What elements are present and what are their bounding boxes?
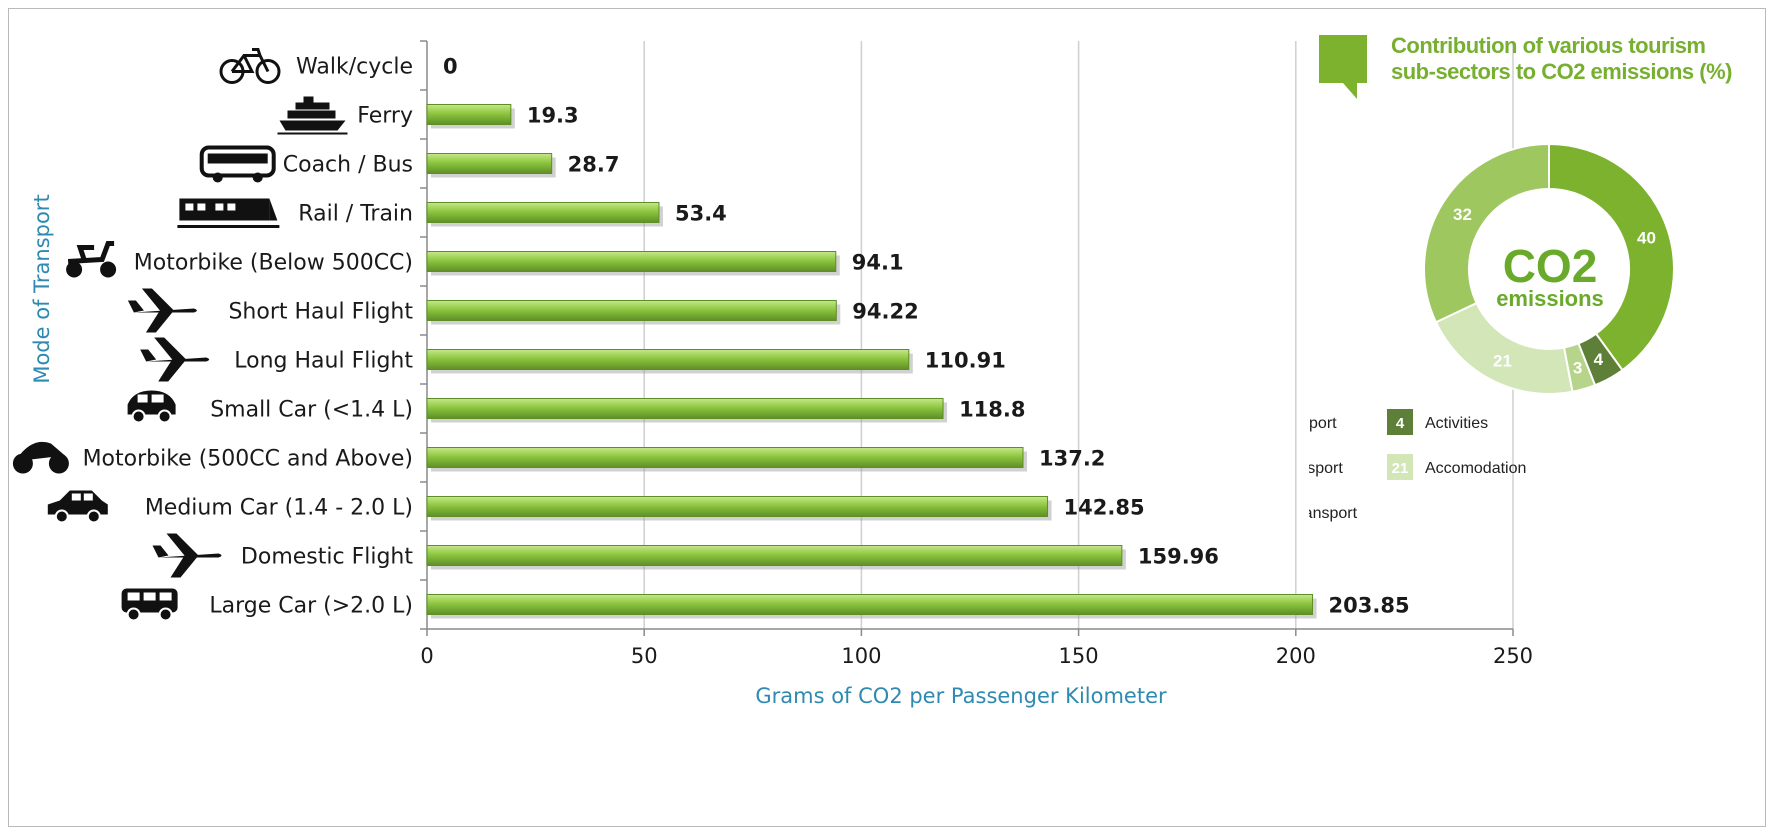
- donut-title-line-1: Contribution of various tourism: [1391, 33, 1706, 58]
- train-icon: [175, 197, 281, 228]
- ferry-icon: [276, 95, 349, 135]
- value-label: 28.7: [568, 153, 620, 177]
- motorbike-icon: [12, 441, 69, 474]
- suv-icon: [120, 587, 179, 622]
- bicycle-icon: [219, 48, 281, 84]
- legend-label: Accomodation: [1425, 460, 1526, 477]
- x-tick-label: 100: [841, 644, 881, 668]
- scooter-icon: [66, 244, 116, 278]
- gridlines: [426, 41, 1514, 636]
- donut-slice: [1548, 142, 1675, 372]
- donut-slices: [1423, 142, 1675, 395]
- category-label: Large Car (>2.0 L): [209, 594, 413, 619]
- bar: [426, 594, 1314, 615]
- donut-inset: 40 43 21 32 CO2 emissions 40 Air Transport 4 A…: [1309, 23, 1769, 603]
- legend-label: Air Transport: [1309, 415, 1337, 432]
- speech-bubble-icon: [1319, 35, 1367, 99]
- donut-slice-label: 40: [1637, 228, 1656, 247]
- transport-bar-chart: 0 19.3 28.7 53.4 94.1 94.22 110.91 118.8 137.2 14…: [12, 40, 1533, 708]
- value-labels: 0 19.3 28.7 53.4 94.1 94.22 110.91 118.8 137.2 14…: [443, 55, 1410, 618]
- airplane-icon: [140, 337, 210, 382]
- value-label: 203.85: [1329, 594, 1410, 618]
- bar: [426, 349, 910, 370]
- x-tick-label: 200: [1276, 644, 1316, 668]
- legend-label: Activities: [1425, 415, 1488, 432]
- airplane-icon: [152, 533, 222, 578]
- value-label: 110.91: [925, 349, 1006, 373]
- bar: [426, 104, 512, 125]
- legend-swatch-value: 21: [1392, 460, 1409, 477]
- bar: [426, 545, 1123, 566]
- x-tick-labels: 0 50 100 150 200 250: [420, 644, 1533, 668]
- value-label: 19.3: [527, 104, 579, 128]
- donut-slice-label: 32: [1453, 205, 1472, 224]
- y-ticks: [420, 40, 427, 630]
- donut-hole: [1470, 190, 1628, 348]
- chart-frame: 0 19.3 28.7 53.4 94.1 94.22 110.91 118.8 137.2 14…: [8, 8, 1766, 827]
- donut-value-labels: 40 43 21 32: [1453, 205, 1656, 377]
- donut-slice-label: 4: [1594, 350, 1604, 369]
- category-label: Domestic Flight: [241, 545, 413, 570]
- donut-title: Contribution of various tourism sub-sect…: [1391, 33, 1771, 85]
- value-label: 142.85: [1064, 496, 1145, 520]
- category-label: Rail / Train: [298, 202, 413, 227]
- legend-swatch: [1387, 409, 1413, 435]
- category-label: Ferry: [357, 104, 413, 129]
- category-label: Walk/cycle: [296, 55, 413, 80]
- donut-center-main: CO2: [1503, 240, 1598, 292]
- category-labels: Walk/cycle Ferry Coach / Bus Rail / Train Mo…: [83, 55, 414, 619]
- bus-icon: [199, 145, 276, 185]
- donut-slice: [1423, 142, 1550, 324]
- category-icons: [12, 48, 349, 622]
- donut-title-line-2: sub-sectors to CO2 emissions (%): [1391, 59, 1732, 84]
- bar: [426, 202, 660, 223]
- category-label: Small Car (<1.4 L): [210, 398, 413, 423]
- x-tick-label: 50: [631, 644, 658, 668]
- category-label: Coach / Bus: [283, 153, 413, 178]
- value-label: 0: [443, 55, 458, 79]
- legend-swatch: [1387, 454, 1413, 480]
- legend-swatch-value: 4: [1396, 415, 1405, 432]
- value-label: 159.96: [1138, 545, 1219, 569]
- x-tick-label: 250: [1493, 644, 1533, 668]
- value-label: 94.1: [852, 251, 904, 275]
- x-axis-title: Grams of CO2 per Passenger Kilometer: [755, 684, 1167, 708]
- category-label: Medium Car (1.4 - 2.0 L): [145, 496, 413, 521]
- x-tick-label: 150: [1059, 644, 1099, 668]
- x-tick-label: 0: [420, 644, 433, 668]
- donut-center-sub: emissions: [1496, 286, 1604, 311]
- car-icon: [46, 489, 109, 524]
- donut-slice-label: 21: [1493, 351, 1512, 370]
- bar: [426, 251, 837, 272]
- value-label: 118.8: [959, 398, 1025, 422]
- category-label: Motorbike (Below 500CC): [134, 251, 413, 276]
- bars: [426, 104, 1317, 619]
- donut-slice-label: 3: [1573, 358, 1582, 377]
- legend-label: Car Transport: [1309, 460, 1343, 477]
- category-label: Motorbike (500CC and Above): [83, 447, 413, 472]
- small-car-icon: [126, 389, 177, 424]
- y-axis-title: Mode of Transport: [30, 194, 54, 383]
- bar: [426, 153, 553, 174]
- category-label: Short Haul Flight: [228, 300, 413, 325]
- donut-legend: 40Air Transport4Activities32Car Transpor…: [1309, 409, 1526, 522]
- category-label: Long Haul Flight: [234, 349, 413, 374]
- bar: [426, 398, 944, 419]
- bar: [426, 496, 1049, 517]
- value-label: 53.4: [675, 202, 727, 226]
- bar: [426, 447, 1024, 468]
- bar: [426, 300, 837, 321]
- legend-label: Other Transport: [1309, 505, 1358, 522]
- airplane-icon: [127, 288, 197, 333]
- value-label: 94.22: [852, 300, 918, 324]
- value-label: 137.2: [1039, 447, 1105, 471]
